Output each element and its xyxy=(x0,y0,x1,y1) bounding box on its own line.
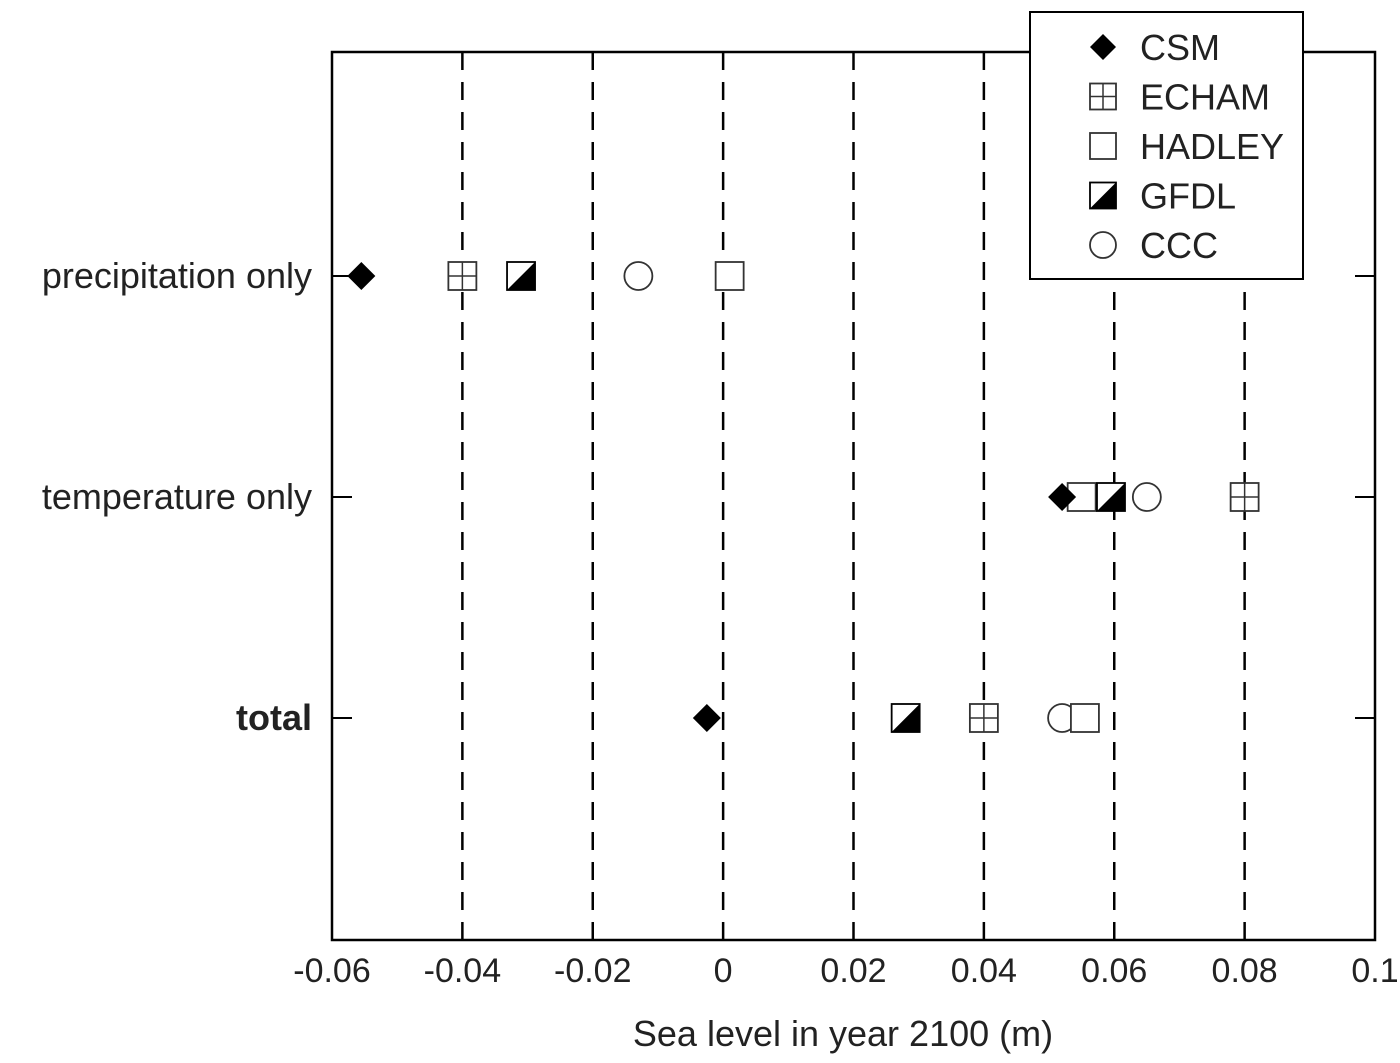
y-category-label: precipitation only xyxy=(42,255,312,296)
x-tick-label: 0.06 xyxy=(1081,952,1147,990)
y-category-label: temperature only xyxy=(42,476,312,517)
y-category-label: total xyxy=(236,697,312,738)
data-point-hadley xyxy=(714,261,745,291)
marker-shape xyxy=(891,704,920,732)
x-tick-label: 0.08 xyxy=(1212,952,1278,990)
x-axis: -0.06 -0.04 -0.02 0 0.02 0.04 0.06 0.08 0.1 xyxy=(293,952,1398,990)
data-point-csm xyxy=(692,704,721,732)
legend-marker-echam xyxy=(1089,82,1117,111)
y-axis: precipitation only temperature only total xyxy=(42,255,1375,738)
marker-shape xyxy=(623,261,654,291)
data-point-ccc xyxy=(623,261,654,291)
legend-label: HADLEY xyxy=(1140,126,1284,167)
legend: CSM ECHAM HADLEY GFDL CCC xyxy=(1029,11,1304,280)
data-point-gfdl xyxy=(890,703,921,733)
legend-marker-hadley xyxy=(1089,132,1117,160)
data-point-hadley xyxy=(1070,703,1100,733)
x-tick-label: 0 xyxy=(714,952,733,990)
legend-box xyxy=(1029,11,1304,280)
data-point-echam xyxy=(968,703,999,733)
data-point-gfdl xyxy=(1096,482,1126,512)
data-point-gfdl xyxy=(506,261,536,291)
data-point-ccc xyxy=(1131,482,1162,512)
marker-shape xyxy=(1089,231,1117,259)
marker-shape xyxy=(1070,703,1100,733)
x-tick-label: 0.02 xyxy=(820,952,886,990)
legend-label: ECHAM xyxy=(1140,77,1270,118)
marker-shape xyxy=(1096,483,1125,511)
x-tick-label: 0.1 xyxy=(1351,952,1398,990)
x-tick-label: -0.02 xyxy=(554,952,632,990)
legend-label: GFDL xyxy=(1140,176,1236,217)
legend-label: CCC xyxy=(1140,225,1218,266)
marker-shape xyxy=(1090,182,1116,209)
marker-shape xyxy=(1131,482,1162,512)
data-point-csm xyxy=(347,262,376,290)
marker-shape xyxy=(692,704,721,732)
x-axis-title: Sea level in year 2100 (m) xyxy=(633,1013,1053,1054)
legend-marker-gfdl xyxy=(1089,181,1117,210)
marker-shape xyxy=(347,262,376,290)
x-tick-label: -0.04 xyxy=(424,952,502,990)
x-tick-label: -0.06 xyxy=(293,952,371,990)
data-point-echam xyxy=(1229,482,1260,512)
marker-shape xyxy=(1089,132,1117,160)
legend-label: CSM xyxy=(1140,27,1220,68)
marker-shape xyxy=(1090,34,1116,60)
data-point-echam xyxy=(447,261,478,291)
legend-marker-csm xyxy=(1090,34,1116,60)
marker-shape xyxy=(507,262,536,290)
data-point-csm xyxy=(1048,483,1077,511)
marker-shape xyxy=(1048,483,1077,511)
x-tick-label: 0.04 xyxy=(951,952,1017,990)
data-markers xyxy=(347,261,1260,733)
marker-shape xyxy=(714,261,745,291)
legend-marker-ccc xyxy=(1089,231,1117,259)
